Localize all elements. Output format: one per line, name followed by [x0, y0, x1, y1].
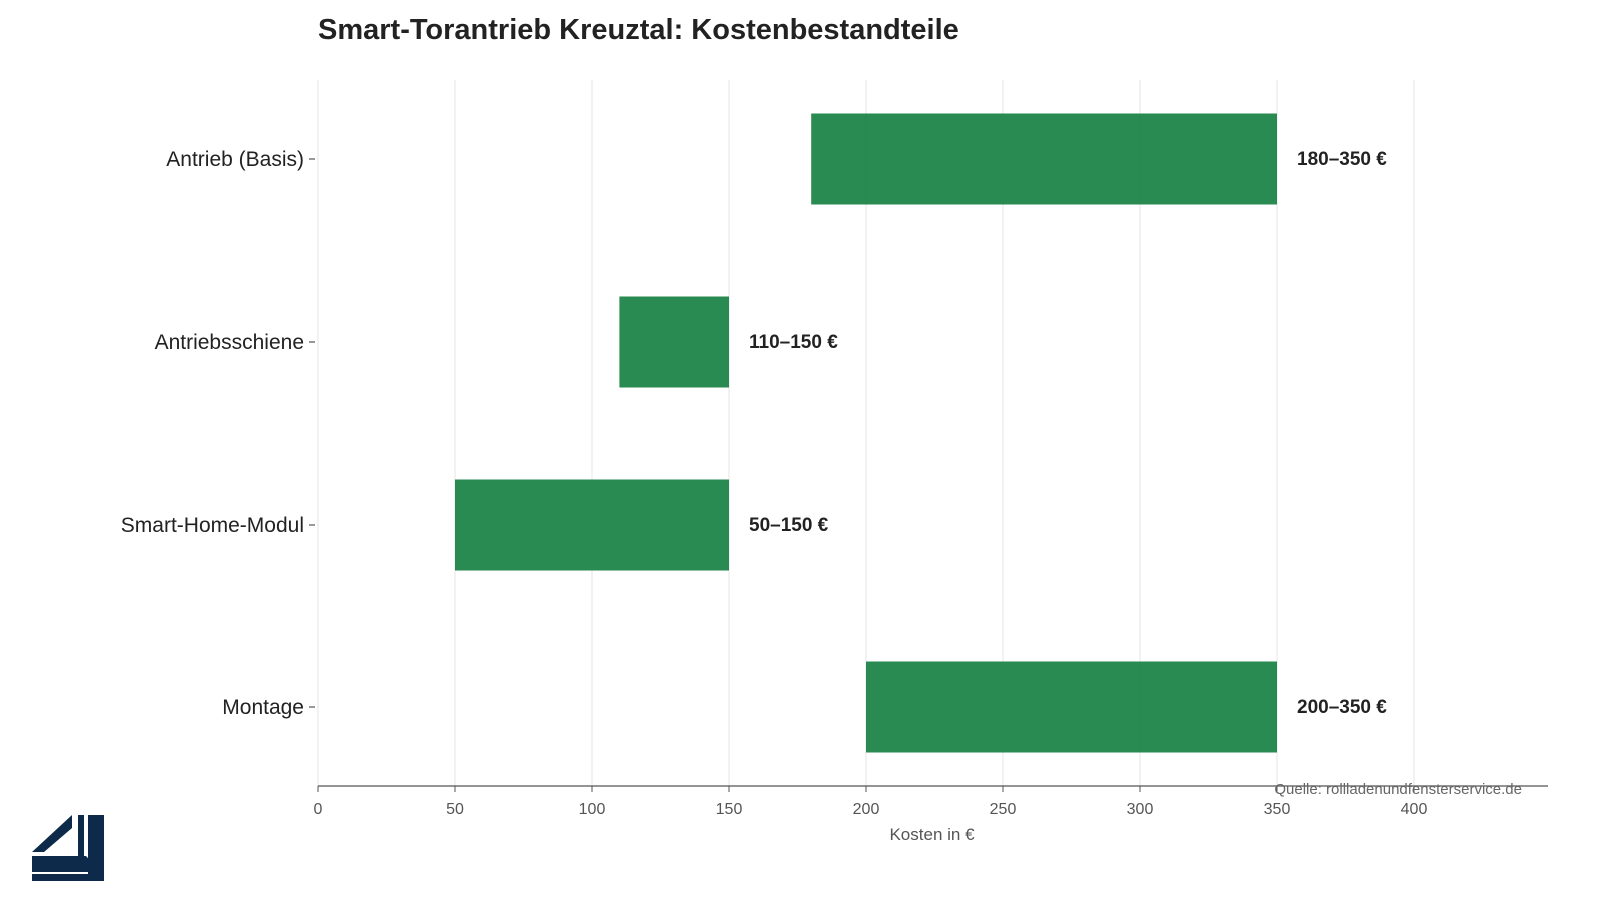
value-label: 200–350 € [1297, 697, 1387, 718]
category-label: Montage [222, 696, 304, 719]
x-tick-label: 150 [716, 801, 743, 818]
bar [455, 479, 729, 571]
source-note: Quelle: rollladenundfensterservice.de [1274, 781, 1522, 798]
bars: 180–350 € 110–150 € 50–150 € 200–350 € [455, 113, 1387, 753]
axes: 0 50 100 150 200 250 300 350 400 Kosten in € Antri… [121, 148, 1548, 844]
category-label: Antriebsschiene [155, 331, 304, 354]
value-label: 180–350 € [1297, 149, 1387, 170]
x-tick-label: 250 [990, 801, 1017, 818]
bar [619, 296, 729, 388]
bar [811, 113, 1277, 205]
category-label: Antrieb (Basis) [166, 148, 304, 171]
x-tick-label: 100 [579, 801, 606, 818]
x-axis-label: Kosten in € [889, 825, 975, 844]
bar [866, 661, 1277, 753]
x-tick-label: 0 [314, 801, 323, 818]
x-tick-label: 350 [1264, 801, 1291, 818]
x-tick-label: 200 [853, 801, 880, 818]
window-frame-logo-icon [32, 815, 104, 881]
x-tick-label: 50 [446, 801, 464, 818]
value-label: 110–150 € [749, 332, 838, 353]
chart-title: Smart-Torantrieb Kreuztal: Kostenbestand… [318, 14, 959, 46]
x-tick-label: 300 [1127, 801, 1154, 818]
value-label: 50–150 € [749, 515, 829, 536]
x-tick-label: 400 [1401, 801, 1428, 818]
category-label: Smart-Home-Modul [121, 514, 304, 537]
